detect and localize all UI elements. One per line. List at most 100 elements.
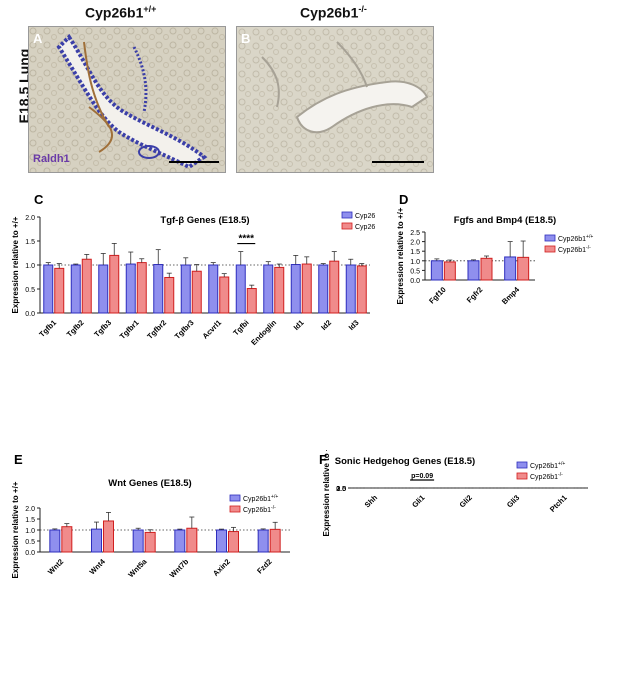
bar-ko: [191, 270, 202, 314]
bar-ko: [109, 254, 120, 314]
y-axis-label: Expression relative to +/+: [11, 216, 20, 313]
x-tick-label: Tgfbi: [231, 318, 250, 337]
bar-wt: [153, 264, 164, 314]
bar-ko: [81, 258, 92, 314]
x-tick-label: Shh: [363, 493, 380, 510]
y-tick-label: 0.5: [336, 486, 346, 493]
legend-swatch: [516, 472, 528, 480]
x-tick-label: Wnt2: [46, 557, 65, 576]
chart-c-svg: C Tgf-β Genes (E18.5) 0.0 0.5 1.0 1.5 2.0 Expre…: [11, 192, 390, 347]
legend-swatch: [229, 494, 241, 502]
y-tick-label: 2.0: [25, 506, 35, 513]
bar-wt: [125, 263, 136, 314]
y-axis-label: Expression relative to +/+: [11, 481, 20, 578]
x-tick-label: Tgfbr3: [173, 318, 196, 341]
legend-label: Cyp26b1-/-: [243, 505, 276, 514]
bar-wt: [208, 264, 219, 314]
bar-wt: [216, 529, 227, 553]
bar-wt: [91, 528, 102, 553]
bar-wt: [43, 264, 54, 314]
micrograph-a-image: [29, 27, 225, 172]
bar-wt: [318, 264, 329, 314]
bar-wt: [345, 264, 356, 314]
panel-letter: C: [34, 192, 44, 207]
x-tick-label: Fzd2: [255, 557, 273, 575]
chart-f-svg: F Sonic Hedgehog Genes (E18.5) 0.00.51.01.…: [319, 439, 588, 536]
bar-ko: [301, 263, 312, 314]
legend-label: Cyp26b1-/-: [558, 245, 591, 254]
y-tick-label: 0.5: [25, 287, 35, 294]
x-tick-label: Gli3: [505, 493, 521, 509]
x-tick-label: Acvrl1: [201, 318, 224, 341]
x-tick-label: Gli2: [458, 493, 474, 509]
bar-ko: [269, 528, 281, 553]
x-tick-label: Tgfb1: [37, 318, 58, 339]
y-tick-label: 0.5: [25, 539, 35, 546]
significance-label: ****: [238, 234, 254, 245]
x-tick-label: Gli1: [410, 493, 426, 509]
bar-wt: [290, 264, 301, 314]
x-tick-label: Endoglin: [249, 318, 278, 347]
chart-title: Fgfs and Bmp4 (E18.5): [454, 215, 556, 226]
bar-wt: [504, 256, 517, 281]
chart-e-svg: E Wnt Genes (E18.5) 0.0 0.5 1.0 1.5 2.0 Express…: [11, 452, 290, 580]
chart-title: Wnt Genes (E18.5): [108, 478, 191, 489]
bar-wt: [430, 260, 443, 281]
x-tick-label: Ptch1: [548, 493, 569, 514]
legend-label: Cyp26b1-/-: [355, 222, 375, 231]
micrograph-b-image: [237, 27, 433, 172]
bar-ko: [274, 266, 285, 314]
y-tick-label: 1.5: [25, 239, 35, 246]
y-tick-label: 2.0: [336, 486, 346, 493]
x-tick-label: Tgfbr2: [145, 318, 168, 341]
genotype-header-ko: Cyp26b1-/-: [300, 4, 367, 21]
y-tick-label: 0.0: [25, 550, 35, 557]
bar-ko: [164, 276, 175, 314]
legend-swatch: [341, 222, 353, 230]
chart-d-svg: D Fgfs and Bmp4 (E18.5) 0.0 0.5 1.0 1.5 2.0 2.5…: [396, 192, 593, 306]
bar-wt: [132, 529, 144, 553]
chart-title: Sonic Hedgehog Genes (E18.5): [335, 456, 475, 467]
bar-wt: [257, 529, 269, 553]
x-tick-label: Tgfb2: [65, 318, 86, 339]
y-tick-label: 2.0: [25, 215, 35, 222]
y-tick-label: 0.0: [336, 486, 346, 493]
panel-letter: F: [319, 452, 327, 467]
bar-ko: [480, 257, 493, 281]
y-tick-label: 2.5: [410, 230, 420, 237]
x-tick-label: Id2: [319, 318, 333, 332]
legend-swatch: [544, 234, 556, 242]
bar-ko: [517, 256, 530, 281]
y-tick-label: 1.0: [25, 528, 35, 535]
bar-ko: [186, 527, 198, 553]
chart-title: Tgf-β Genes (E18.5): [160, 215, 249, 226]
x-tick-label: Bmp4: [500, 284, 522, 306]
chart-d: D Fgfs and Bmp4 (E18.5) 0.0 0.5 1.0 1.5 2.0 2.5…: [385, 190, 628, 430]
x-tick-label: Fgf10: [427, 285, 448, 306]
genotype-header-wt: Cyp26b1+/+: [85, 4, 157, 21]
bar-wt: [467, 260, 480, 281]
legend-label: Cyp26b1+/+: [558, 234, 593, 243]
chart-f: F Sonic Hedgehog Genes (E18.5) 0.0 0.5 1.0 1.…: [305, 439, 628, 671]
bar-ko: [61, 526, 73, 553]
legend-label: Cyp26b1+/+: [530, 461, 565, 470]
y-tick-label: 1.5: [410, 249, 420, 256]
x-tick-label: Wnt7b: [168, 557, 191, 580]
y-axis-label: Expression relative to +/+: [396, 207, 405, 304]
micrograph-b: B: [236, 26, 434, 173]
x-tick-label: Id1: [292, 318, 306, 332]
bar-ko: [329, 260, 340, 314]
chart-e: E Wnt Genes (E18.5) 0.0 0.5 1.0 1.5 2.0 Express…: [0, 450, 300, 671]
legend-swatch: [341, 211, 353, 219]
panel-letter: E: [14, 452, 23, 467]
bar-ko: [136, 262, 147, 314]
bar-ko: [54, 267, 65, 314]
bar-ko: [219, 276, 230, 314]
bar-ko: [103, 520, 114, 553]
y-tick-label: 0.5: [410, 268, 420, 275]
legend-swatch: [544, 245, 556, 253]
y-tick-label: 1.0: [25, 263, 35, 270]
bar-ko: [246, 288, 257, 314]
significance-label: p=0.09: [411, 473, 433, 480]
y-tick-label: 1.0: [410, 259, 420, 266]
